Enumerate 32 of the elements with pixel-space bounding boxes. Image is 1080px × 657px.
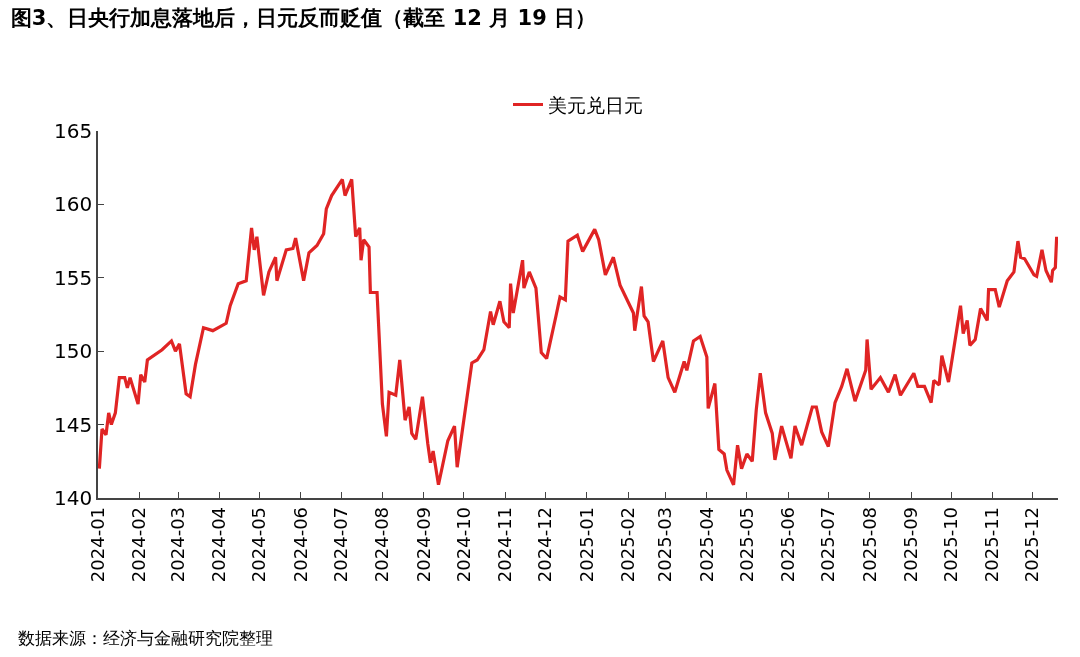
x-tick-label: 2024-11 bbox=[494, 506, 516, 583]
x-tick-label: 2025-06 bbox=[777, 506, 799, 583]
x-tick-label: 2024-07 bbox=[329, 506, 351, 583]
x-tick-label: 2025-09 bbox=[899, 506, 921, 583]
x-tick-label: 2024-04 bbox=[208, 506, 230, 583]
x-tick-label: 2025-11 bbox=[981, 506, 1003, 583]
y-tick-label: 145 bbox=[54, 412, 93, 437]
x-tick-label: 2025-03 bbox=[654, 506, 676, 583]
line-series bbox=[98, 177, 1058, 487]
x-tick-label: 2025-01 bbox=[575, 506, 597, 583]
x-tick-label: 2025-04 bbox=[695, 506, 717, 583]
x-tick-label: 2025-07 bbox=[817, 506, 839, 583]
x-tick-label: 2024-10 bbox=[452, 506, 474, 583]
y-tick-label: 150 bbox=[54, 339, 93, 364]
x-tick-label: 2025-08 bbox=[858, 506, 880, 583]
x-tick-label: 2024-03 bbox=[166, 506, 188, 583]
x-tick-label: 2024-06 bbox=[289, 506, 311, 583]
chart-title: 图3、日央行加息落地后，日元反而贬值（截至 12 月 19 日） bbox=[10, 5, 597, 30]
source-note: 数据来源：经济与金融研究院整理 bbox=[18, 628, 273, 648]
x-tick-label: 2024-09 bbox=[412, 506, 434, 583]
x-tick-label: 2025-10 bbox=[940, 506, 962, 583]
x-tick-label: 2024-05 bbox=[248, 506, 270, 583]
x-tick-label: 2024-02 bbox=[128, 506, 150, 583]
y-tick-label: 160 bbox=[54, 192, 93, 217]
x-tick-label: 2024-12 bbox=[534, 506, 556, 583]
x-tick-label: 2025-12 bbox=[1021, 506, 1043, 583]
x-tick-label: 2025-05 bbox=[735, 506, 757, 583]
legend-label: 美元兑日元 bbox=[548, 93, 643, 116]
y-tick-label: 155 bbox=[54, 265, 93, 290]
y-tick-label: 165 bbox=[54, 119, 93, 143]
x-tick-label: 2024-08 bbox=[371, 506, 393, 583]
x-tick-label: 2025-02 bbox=[616, 506, 638, 583]
